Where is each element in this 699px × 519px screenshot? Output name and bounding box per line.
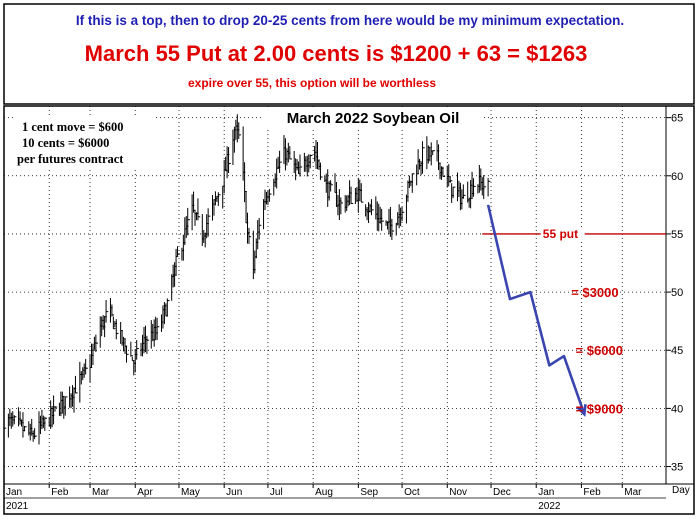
dollar-annotation: = $6000	[576, 343, 623, 358]
y-tick-label: 55	[671, 229, 683, 241]
note-ten-cents: 10 cents = $6000	[22, 136, 109, 150]
dollar-annotation: = $9000	[576, 401, 623, 416]
x-tick-label: Jul	[270, 487, 283, 498]
header-panel	[3, 3, 695, 105]
x-tick-label: Feb	[51, 487, 69, 498]
dollar-annotation: = $3000	[571, 285, 618, 300]
x-tick-label: Sep	[360, 487, 378, 498]
notes-background	[16, 116, 154, 168]
note-cent-move: 1 cent move = $600	[22, 120, 124, 134]
y-tick-label: 65	[671, 113, 683, 125]
header-line-3: expire over 55, this option will be wort…	[188, 76, 436, 90]
y-tick-label: 50	[671, 287, 683, 299]
x-tick-label: Nov	[449, 487, 467, 498]
x-tick-label: Mar	[92, 487, 110, 498]
projection-line	[486, 204, 586, 415]
y-tick-label: 45	[671, 345, 683, 357]
x-tick-label: Mar	[624, 487, 642, 498]
header-line-2: March 55 Put at 2.00 cents is $1200 + 63…	[85, 41, 588, 66]
header-line-1: If this is a top, then to drop 20-25 cen…	[76, 13, 624, 28]
x-tick-label: Jun	[226, 487, 242, 498]
x-axis-label: Day	[672, 485, 690, 496]
x-tick-label: Aug	[315, 487, 333, 498]
x-tick-label: Apr	[137, 487, 153, 498]
x-tick-label: Jan	[6, 487, 22, 498]
put-label-background	[540, 227, 585, 240]
y-tick-label: 40	[671, 403, 683, 415]
x-tick-label: May	[181, 487, 200, 498]
dollar-annotations: = $3000 = $6000 = $9000	[571, 285, 623, 416]
chart-title: March 2022 Soybean Oil	[287, 110, 460, 127]
x-tick-label: Feb	[583, 487, 601, 498]
chart-frame	[3, 105, 695, 515]
title-background	[262, 108, 484, 128]
x-tick-label: Oct	[404, 487, 420, 498]
plot-area	[3, 105, 667, 485]
grid	[4, 106, 666, 484]
y-tick-label: 60	[671, 171, 683, 183]
x-tick-label: Jan	[538, 487, 554, 498]
x-tick-label: Dec	[493, 487, 511, 498]
note-per-contract: per futures contract	[17, 152, 124, 166]
put-label: 55 put	[543, 227, 578, 241]
y-tick-label: 35	[671, 462, 683, 474]
year-label: 2021	[6, 501, 29, 512]
price-bars	[3, 114, 491, 445]
axis-ticks: 35 40 45 50 55 60 65 Jan Feb Mar Apr May Jun Jul Aug Se…	[3, 113, 683, 512]
projection-arrow-head	[576, 404, 587, 418]
year-label: 2022	[538, 501, 561, 512]
